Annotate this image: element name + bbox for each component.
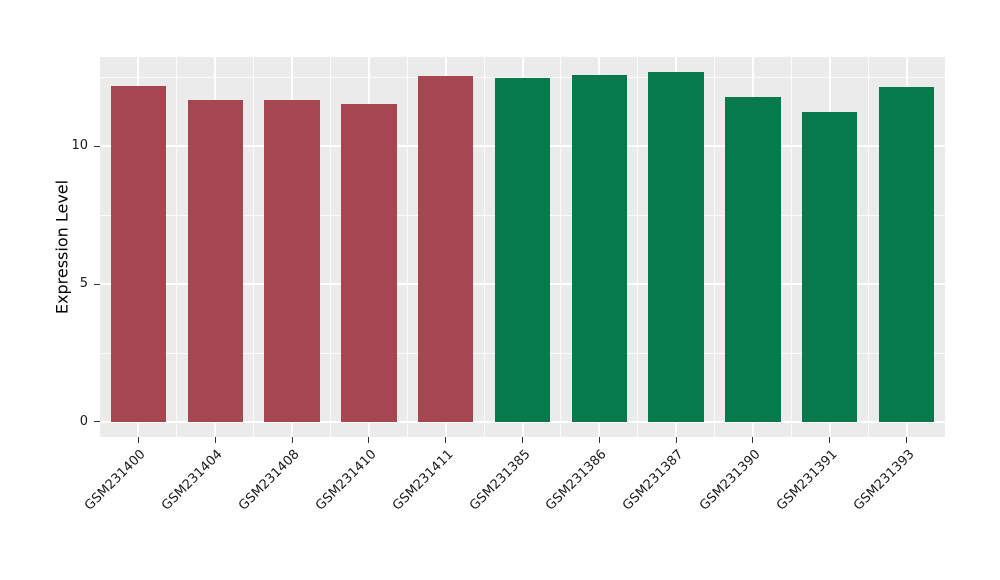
y-tick-label: 0 — [79, 413, 88, 429]
bar-GSM231411 — [418, 76, 474, 422]
bar-GSM231404 — [187, 99, 243, 422]
y-tick-label: 10 — [71, 138, 88, 154]
minor-gridline-vertical — [253, 57, 255, 437]
bar-GSM231408 — [264, 99, 320, 422]
bar-GSM231386 — [571, 74, 627, 422]
bar-GSM231391 — [802, 112, 858, 422]
bar-GSM231390 — [725, 96, 781, 422]
bar-GSM231410 — [341, 103, 397, 422]
bar-GSM231393 — [878, 87, 935, 422]
minor-gridline-vertical — [790, 57, 792, 437]
minor-gridline-vertical — [176, 57, 178, 437]
y-axis-title: Expression Level — [52, 179, 72, 315]
minor-gridline-vertical — [560, 57, 562, 437]
x-tick-mark — [214, 437, 216, 443]
plot-panel — [100, 57, 945, 437]
minor-gridline-vertical — [406, 57, 408, 437]
minor-gridline-vertical — [714, 57, 716, 437]
bar-GSM231400 — [110, 85, 167, 422]
minor-gridline-vertical — [329, 57, 331, 437]
x-tick-mark — [137, 437, 139, 443]
x-tick-mark — [368, 437, 370, 443]
x-tick-mark — [675, 437, 677, 443]
x-tick-mark — [445, 437, 447, 443]
x-tick-mark — [906, 437, 908, 443]
bar-GSM231387 — [648, 72, 704, 422]
x-tick-mark — [598, 437, 600, 443]
minor-gridline-vertical — [483, 57, 485, 437]
x-tick-mark — [291, 437, 293, 443]
minor-gridline-vertical — [637, 57, 639, 437]
y-tick-label: 5 — [79, 276, 88, 292]
y-tick-mark — [94, 421, 100, 423]
y-tick-mark — [94, 283, 100, 285]
y-tick-mark — [94, 145, 100, 147]
x-tick-mark — [752, 437, 754, 443]
x-tick-mark — [522, 437, 523, 443]
x-tick-mark — [829, 437, 831, 443]
bar-GSM231385 — [494, 77, 551, 422]
minor-gridline-vertical — [867, 57, 869, 437]
